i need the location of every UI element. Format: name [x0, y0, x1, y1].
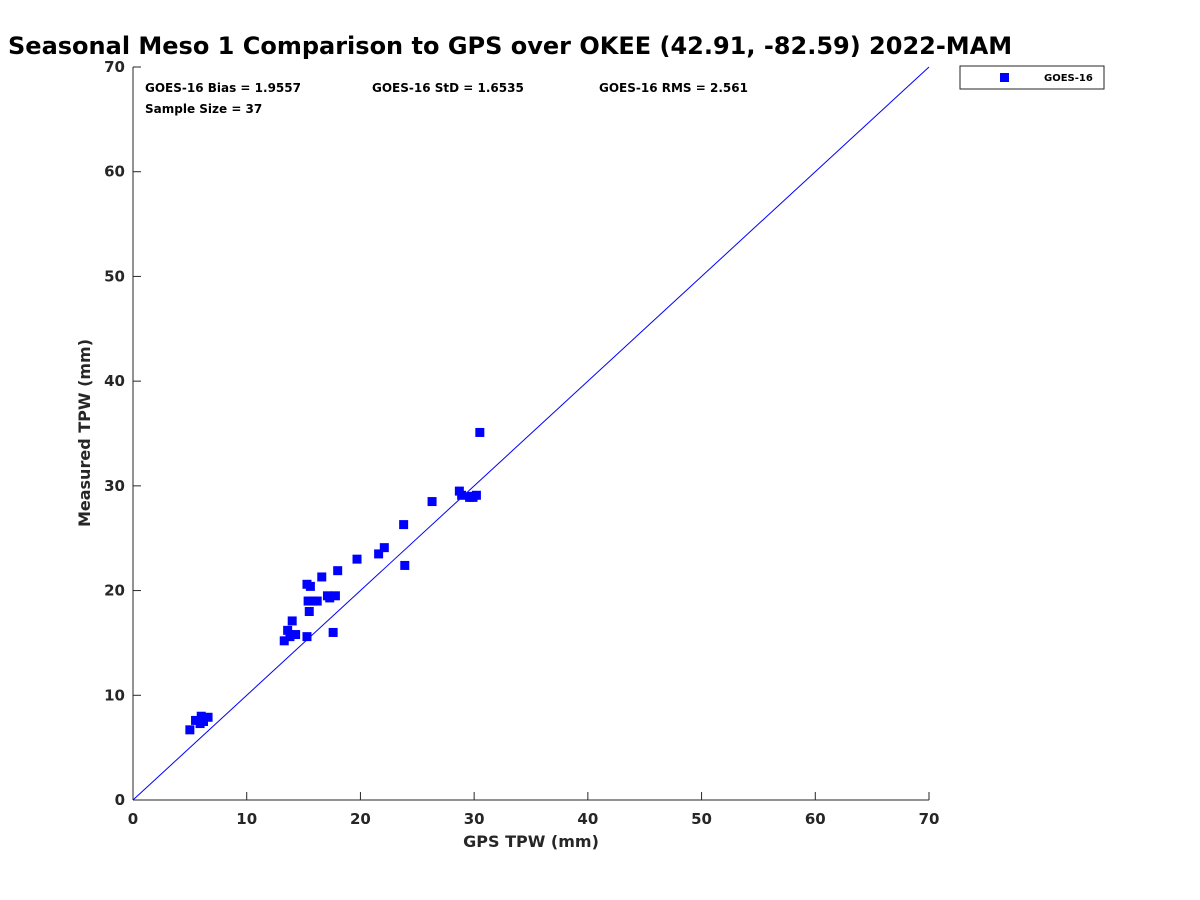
- data-point: [185, 725, 195, 735]
- data-point: [203, 712, 213, 722]
- data-point: [312, 596, 322, 606]
- y-axis-label: Measured TPW (mm): [75, 339, 94, 527]
- stat-sample-size: Sample Size = 37: [145, 102, 262, 116]
- data-point: [304, 607, 314, 617]
- data-points: [185, 427, 485, 735]
- data-point: [287, 616, 297, 626]
- x-tick-label: 70: [919, 810, 940, 828]
- y-tick-label: 30: [104, 477, 125, 495]
- data-point: [471, 490, 481, 500]
- x-tick-label: 0: [128, 810, 138, 828]
- data-point: [305, 581, 315, 591]
- y-tick-label: 50: [104, 267, 125, 285]
- data-point: [352, 554, 362, 564]
- y-tick-label: 40: [104, 372, 125, 390]
- x-tick-label: 60: [805, 810, 826, 828]
- data-point: [374, 549, 384, 559]
- data-point: [199, 716, 209, 726]
- y-tick-label: 10: [104, 686, 125, 704]
- data-point: [285, 632, 295, 642]
- data-point: [467, 491, 477, 501]
- data-point: [330, 591, 340, 601]
- data-point: [333, 566, 343, 576]
- stat-rms: GOES-16 RMS = 2.561: [599, 81, 748, 95]
- data-point: [400, 560, 410, 570]
- x-tick-label: 50: [691, 810, 712, 828]
- y-tick-label: 60: [104, 163, 125, 181]
- data-point: [399, 520, 409, 530]
- reference-line: [132, 66, 930, 801]
- data-point: [191, 715, 201, 725]
- y-tick-label: 0: [115, 791, 125, 809]
- x-axis-label: GPS TPW (mm): [463, 832, 599, 851]
- data-point: [457, 490, 467, 500]
- legend: GOES-16: [959, 65, 1105, 90]
- data-point: [308, 596, 318, 606]
- data-point: [283, 625, 293, 635]
- data-point: [196, 711, 206, 721]
- legend-box: [959, 65, 1105, 90]
- data-point: [302, 632, 312, 642]
- x-ticks: 0 10 20 30 40 50 60 70: [128, 792, 940, 828]
- stat-bias: GOES-16 Bias = 1.9557: [145, 81, 301, 95]
- chart-title: Seasonal Meso 1 Comparison to GPS over O…: [8, 32, 1012, 60]
- y-tick-label: 70: [104, 58, 125, 76]
- stat-std: GOES-16 StD = 1.6535: [372, 81, 524, 95]
- data-point: [291, 630, 301, 640]
- y-tick-label: 20: [104, 582, 125, 600]
- data-point: [303, 596, 313, 606]
- x-tick-label: 10: [236, 810, 257, 828]
- x-tick-label: 40: [577, 810, 598, 828]
- data-point: [317, 572, 327, 582]
- data-point: [427, 497, 437, 507]
- data-point: [279, 636, 289, 646]
- data-point: [325, 593, 335, 603]
- x-tick-label: 20: [350, 810, 371, 828]
- data-point: [379, 543, 389, 553]
- one-to-one-line: [132, 66, 930, 801]
- legend-marker-goes-16: [1000, 73, 1009, 82]
- x-tick-label: 30: [464, 810, 485, 828]
- y-ticks: 0 10 20 30 40 50 60 70: [104, 58, 141, 809]
- plot-axes: [132, 67, 929, 801]
- data-point: [328, 627, 338, 637]
- legend-label-goes-16: GOES-16: [1044, 73, 1093, 84]
- data-point: [475, 427, 485, 437]
